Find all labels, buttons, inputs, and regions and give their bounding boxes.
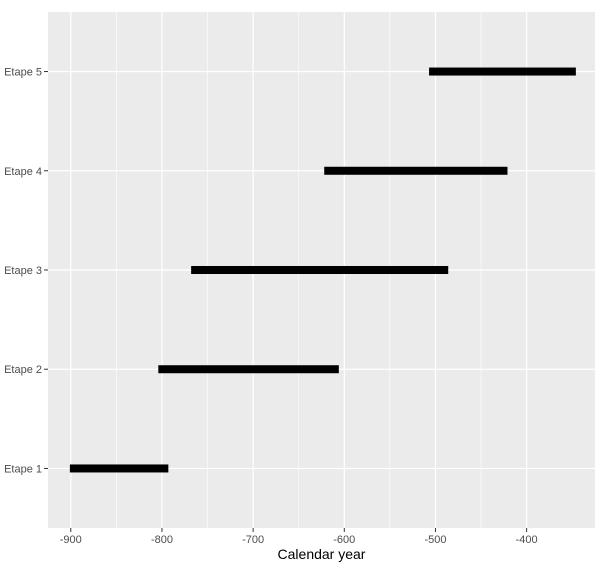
x-tick-label: -800	[151, 534, 173, 546]
x-tick-label: -500	[424, 534, 446, 546]
y-tick-label: Etape 2	[4, 364, 42, 376]
y-axis: Etape 1 Etape 2 Etape 3 Etape 4 Etape 5	[4, 67, 48, 475]
x-tick-label: -400	[516, 534, 538, 546]
y-tick-label: Etape 3	[4, 265, 42, 277]
interval-bars	[69, 67, 576, 473]
interval-bar	[69, 464, 169, 473]
y-tick-label: Etape 1	[4, 463, 42, 475]
interval-bar	[191, 266, 449, 274]
interval-bar	[429, 67, 576, 76]
x-tick-label: -600	[333, 534, 355, 546]
x-tick-label: -700	[242, 534, 264, 546]
x-axis: -900 -800 -700 -600 -500 -400	[60, 528, 538, 546]
interval-bar	[158, 365, 339, 374]
x-axis-title: Calendar year	[278, 546, 366, 562]
interval-bar	[324, 166, 508, 175]
y-tick-label: Etape 4	[4, 166, 42, 178]
y-tick-label: Etape 5	[4, 67, 42, 79]
x-tick-label: -900	[60, 534, 82, 546]
